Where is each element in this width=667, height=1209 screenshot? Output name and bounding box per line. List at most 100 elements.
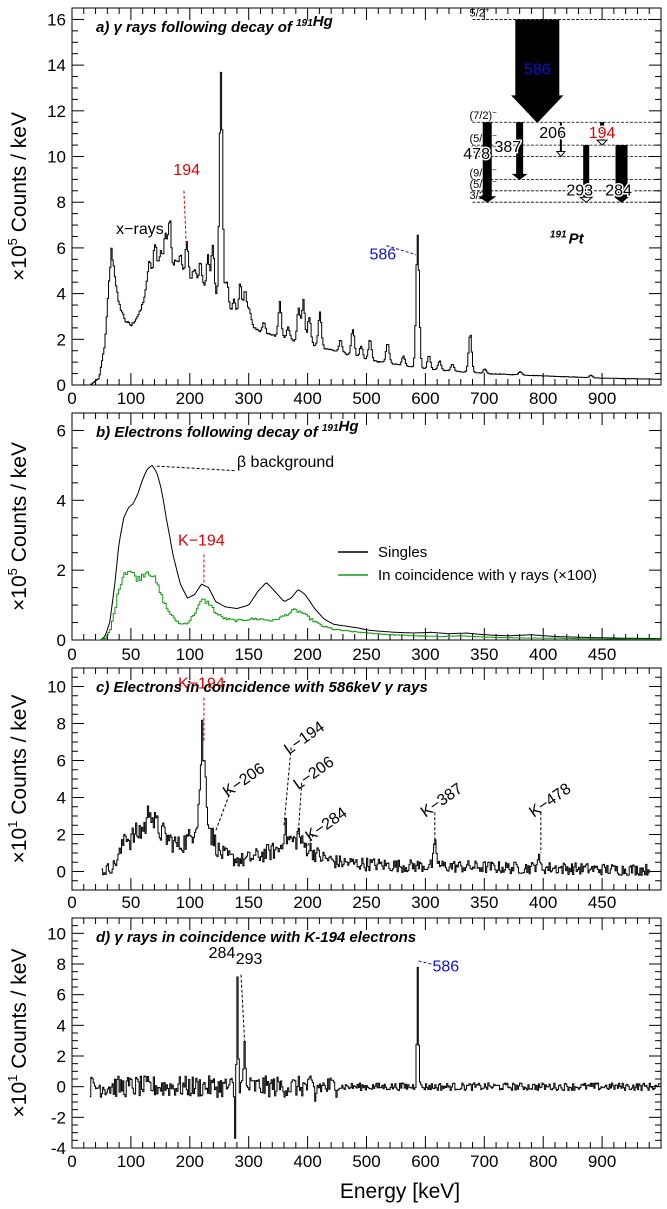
transition-arrow-head <box>478 196 497 203</box>
annotation-leader <box>418 960 432 965</box>
annotation-leader <box>183 190 187 246</box>
y-axis-label-part: 1 <box>5 821 20 828</box>
level-scheme-inset: 5/2+(7/2)−(5/2)−(3/2)−(9/2)−(5/2)−3/2−58… <box>462 5 661 247</box>
y-tick-label: 2 <box>57 330 66 349</box>
annotation-label: L−206 <box>291 754 338 794</box>
x-tick-label: 300 <box>411 645 439 664</box>
x-tick-label: 0 <box>67 893 76 912</box>
panel-b: 0 50 100 150 200 250 300 350 400 450 0 2 4 6 Singles In… <box>5 412 662 664</box>
x-tick-label: 300 <box>235 1152 263 1171</box>
annotation-label: 586 <box>432 959 459 976</box>
plot-area <box>72 71 661 385</box>
series-line-singles <box>95 464 661 640</box>
y-tick-label: 2 <box>57 1047 66 1066</box>
annotation-leader <box>297 782 303 835</box>
x-tick-label: 450 <box>588 893 616 912</box>
x-tick-label: 0 <box>67 1152 76 1171</box>
y-tick-label: 2 <box>57 826 66 845</box>
legend-entry: In coincidence with γ rays (×100) <box>378 567 597 584</box>
x-tick-label: 100 <box>117 389 145 408</box>
annotation-leader <box>156 465 235 472</box>
legend-entry: Singles <box>378 544 427 561</box>
transition-arrow-head <box>595 139 609 146</box>
x-tick-label: 400 <box>529 893 557 912</box>
transition-arrow-head <box>578 196 594 203</box>
plot-frame <box>71 667 662 891</box>
y-axis-label-part: ×10 <box>8 828 31 864</box>
level-label-part: + <box>485 5 490 14</box>
title-part: rays following decay of <box>122 19 296 36</box>
y-tick-label: 0 <box>57 863 66 882</box>
annotation-label: L−194 <box>281 718 328 758</box>
y-tick-label: 0 <box>57 631 66 650</box>
y-tick-label: 10 <box>47 924 66 943</box>
title-part: γ <box>114 929 124 946</box>
annotation-leader <box>283 747 292 826</box>
x-tick-label: 0 <box>67 389 76 408</box>
y-axis-label-part: 1 <box>5 1075 20 1082</box>
x-tick-label: 700 <box>470 1152 498 1171</box>
y-tick-label: 8 <box>57 955 66 974</box>
x-tick-label: 100 <box>176 645 204 664</box>
y-tick-label: 12 <box>47 102 66 121</box>
transition-energy: 194 <box>589 125 616 142</box>
title-part: a) <box>96 19 114 36</box>
x-tick-label: 200 <box>293 645 321 664</box>
series-line-gamma-coinc <box>89 966 661 1139</box>
transition-arrow-body <box>600 122 605 141</box>
annotation-label: K−478 <box>526 780 574 821</box>
panel-title: c) Electrons in coincidence with 586keV … <box>96 679 428 696</box>
y-axis-label-part: Counts / keV <box>8 442 31 568</box>
annotation-leader <box>307 834 314 846</box>
x-tick-label: 500 <box>352 389 380 408</box>
title-part: Hg <box>339 418 359 435</box>
x-tick-label: 400 <box>529 645 557 664</box>
transition-energy: 387 <box>495 139 522 156</box>
nucleus-label: 191 Pt <box>550 229 585 247</box>
y-axis-label-part: Counts / keV <box>8 112 31 238</box>
x-tick-label: 400 <box>293 1152 321 1171</box>
transition-energy: 586 <box>524 61 551 78</box>
x-tick-label: 100 <box>176 893 204 912</box>
title-part: γ <box>384 679 394 696</box>
transition-arrow-head <box>611 194 632 203</box>
x-tick-label: 700 <box>470 389 498 408</box>
level-label-part: − <box>492 108 497 117</box>
y-tick-label: 4 <box>57 491 66 510</box>
annotation-leader <box>386 245 417 256</box>
y-axis-label: ×101 Counts / keV <box>5 949 31 1118</box>
annotation-label: K−194 <box>178 533 225 550</box>
title-part: b) Electrons following decay of <box>96 424 322 441</box>
panel-d: 0 100 200 300 400 500 600 700 800 900 -4 -2 0 2 4 6 8 10 2… <box>5 917 662 1171</box>
panel-title: b) Electrons following decay of 191Hg <box>96 418 359 441</box>
level-label-part: 5/2 <box>470 7 485 19</box>
x-tick-label: 350 <box>470 893 498 912</box>
y-tick-label: 10 <box>47 148 66 167</box>
y-axis-label-part: 5 <box>5 238 20 245</box>
annotation-label: K−387 <box>418 780 466 821</box>
level-label-part: 3/2 <box>470 190 485 202</box>
transition-arrow-head <box>511 95 564 123</box>
x-tick-label: 300 <box>235 389 263 408</box>
y-tick-label: 14 <box>47 56 66 75</box>
x-tick-label: 500 <box>352 1152 380 1171</box>
level-label-part: − <box>492 131 497 140</box>
annotation-label: K−284 <box>302 804 350 845</box>
title-part: 191 <box>322 423 339 434</box>
panel-title: a) γ rays following decay of 191Hg <box>96 13 333 36</box>
annotation-label: K−194 <box>178 675 225 692</box>
x-tick-label: 600 <box>411 1152 439 1171</box>
x-tick-label: 900 <box>588 389 616 408</box>
x-tick-label: 200 <box>176 1152 204 1171</box>
transition-arrow-head <box>511 173 528 180</box>
y-tick-label: -4 <box>51 1139 66 1158</box>
x-tick-label: 800 <box>529 389 557 408</box>
transition-arrow-body <box>559 122 562 152</box>
level-label: (7/2)− <box>470 108 498 122</box>
panel-c: 0 50 100 150 200 250 300 350 400 450 0 2 4 6 8 10 K−194 K… <box>5 667 662 912</box>
y-tick-label: 4 <box>57 285 66 304</box>
transition-arrow-body <box>516 122 524 175</box>
title-part: d) <box>96 929 114 946</box>
x-tick-label: 900 <box>588 1152 616 1171</box>
y-tick-label: 6 <box>57 239 66 258</box>
